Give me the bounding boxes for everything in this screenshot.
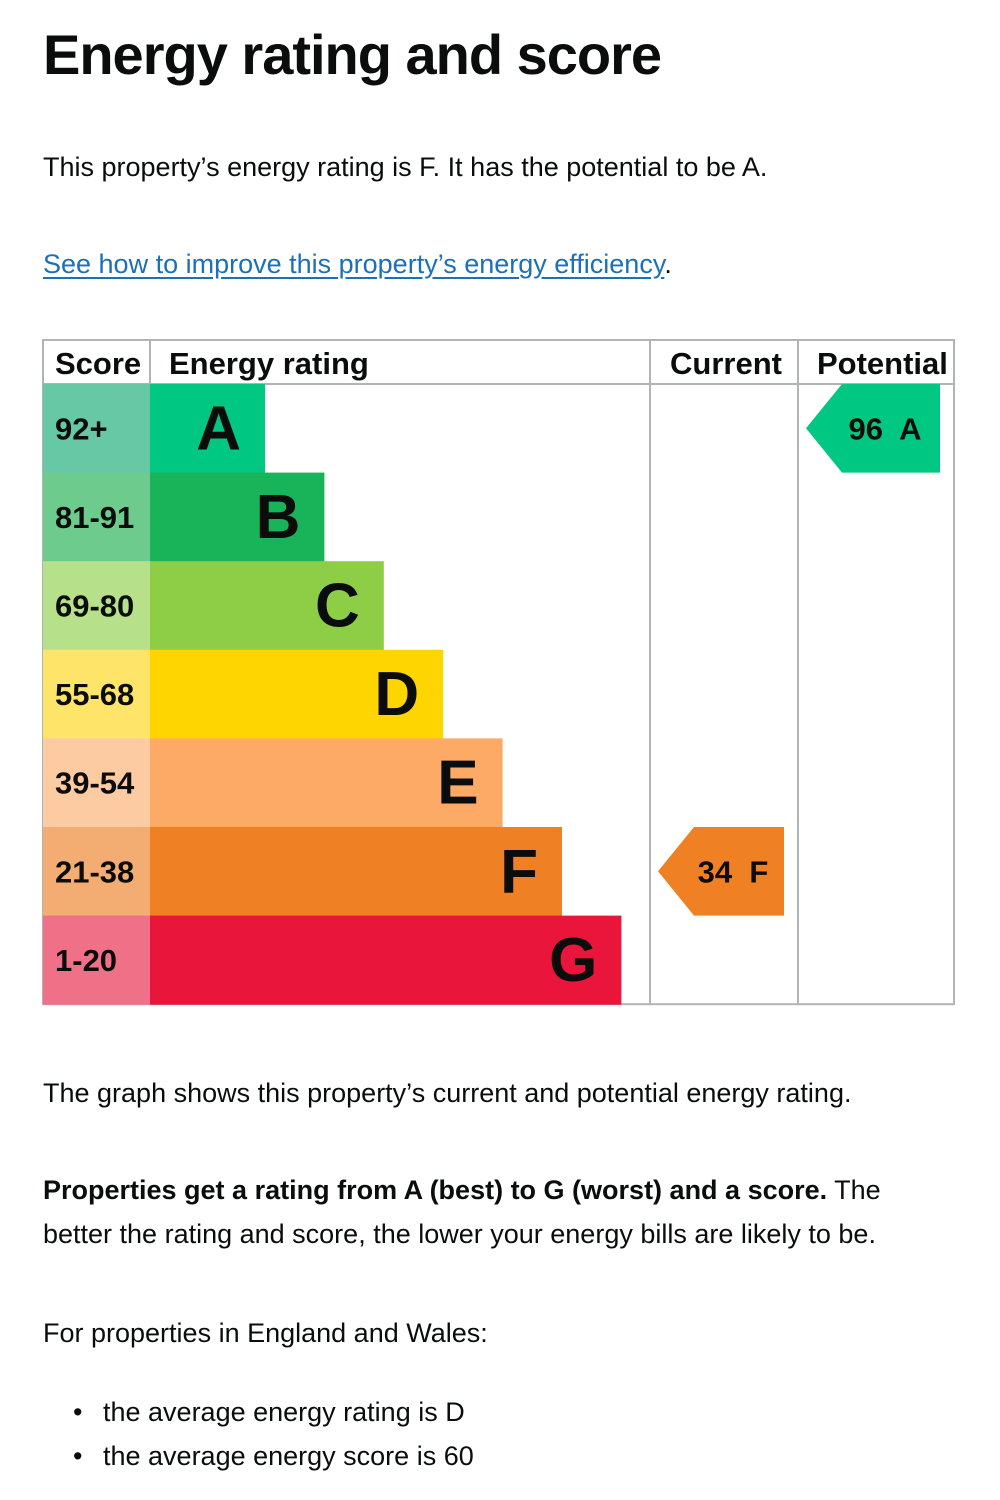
rating-letter-b: B [256,483,301,552]
rating-bar-a [150,384,265,474]
score-cell-g [43,915,150,1005]
england-wales-intro: For properties in England and Wales: [43,1318,488,1348]
rating-bar-f [150,827,562,917]
rating-explanation: Properties get a rating from A (best) to… [43,1168,953,1256]
score-cell-e [43,738,150,828]
rating-letter-c: C [315,572,360,641]
energy-rating-chart: Score Energy rating Current Potential 92+ A 81… [42,339,955,1006]
rating-bar-b [150,472,325,562]
rating-letter-g: G [549,926,597,995]
rating-explanation-bold: Properties get a rating from A (best) to… [43,1175,828,1205]
rating-letter-d: D [374,660,419,729]
score-cell-c [43,561,150,651]
list-item-average-rating: the average energy rating is D [43,1390,474,1434]
header-current: Current [670,346,782,381]
potential-rating-label: 96 A [849,411,922,446]
averages-list: the average energy rating is D the avera… [43,1390,474,1478]
score-range-d: 55-68 [55,677,134,712]
page-title: Energy rating and score [43,23,662,86]
score-range-c: 69-80 [55,589,134,624]
potential-rating-arrow [806,384,940,473]
rating-letter-e: E [437,749,478,818]
score-range-e: 39-54 [55,766,135,801]
score-cell-b [43,472,150,562]
rating-summary: This property’s energy rating is F. It h… [43,152,768,182]
score-cell-a [43,384,150,474]
score-range-f: 21-38 [55,854,134,889]
rating-bar-c [150,561,384,651]
rating-explanation-rest: The better the rating and score, the low… [43,1175,881,1249]
rating-bar-d [150,649,444,739]
rating-letter-f: F [500,837,538,906]
score-cell-d [43,649,150,739]
current-rating-label: 34 F [698,854,769,889]
graph-description: The graph shows this property’s current … [43,1078,852,1108]
header-energy-rating: Energy rating [169,346,369,381]
score-range-a: 92+ [55,411,108,446]
rating-bar-e [150,738,503,828]
header-score: Score [55,346,141,381]
header-potential: Potential [817,346,948,381]
improve-efficiency-link[interactable]: See how to improve this property’s energ… [43,249,665,279]
rating-bar-g [150,915,622,1005]
current-rating-arrow [658,827,784,916]
improve-link-row: See how to improve this property’s energ… [43,242,672,286]
score-range-g: 1-20 [55,943,117,978]
score-range-b: 81-91 [55,500,134,535]
rating-letter-a: A [196,394,241,463]
score-cell-f [43,827,150,917]
link-suffix: . [664,249,672,279]
list-item-average-score: the average energy score is 60 [43,1434,474,1478]
